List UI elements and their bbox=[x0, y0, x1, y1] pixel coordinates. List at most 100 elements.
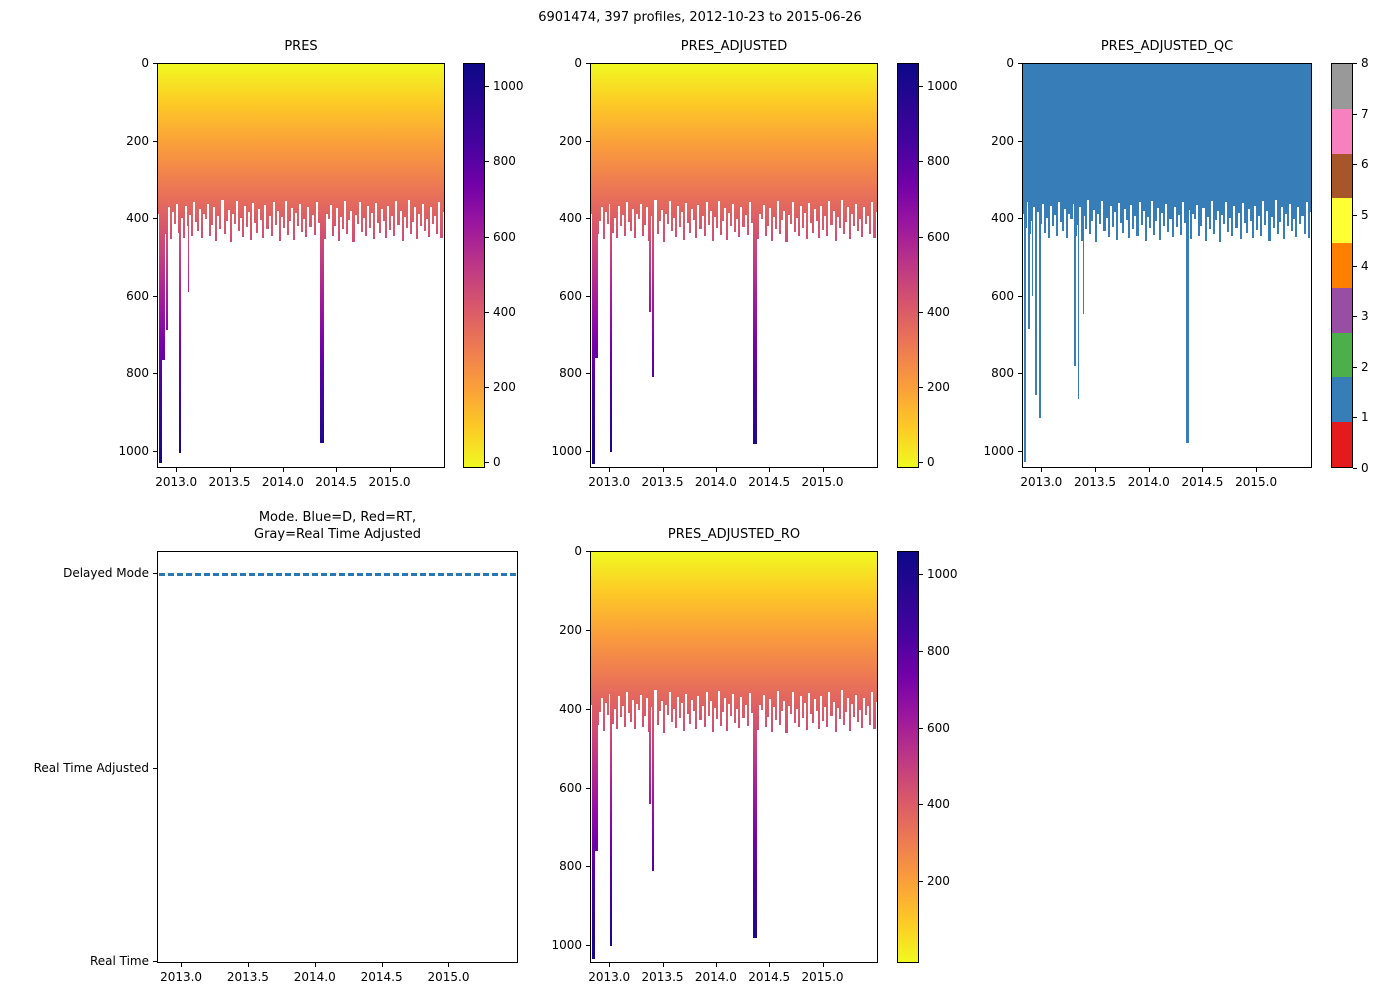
profile-bar bbox=[356, 64, 359, 224]
profile-bar bbox=[368, 64, 371, 228]
profile-bar bbox=[871, 64, 874, 203]
profile-bar bbox=[1084, 64, 1087, 230]
profile-bar bbox=[164, 64, 167, 235]
profile-bar bbox=[818, 552, 821, 729]
qc-colorbar-segment bbox=[1332, 64, 1352, 109]
profile-bar bbox=[168, 64, 171, 208]
profile-bar bbox=[409, 64, 412, 235]
profile-bar bbox=[1175, 64, 1178, 227]
profile-bar bbox=[697, 64, 700, 206]
profile-bar bbox=[828, 64, 831, 202]
profile-bar bbox=[1291, 64, 1294, 231]
deep-profile-spike bbox=[652, 64, 654, 378]
profile-bar bbox=[781, 552, 784, 711]
colorbar-tick-label: 200 bbox=[493, 380, 516, 395]
profile-bar bbox=[1309, 64, 1311, 212]
profile-bar bbox=[705, 552, 708, 693]
profile-bar bbox=[863, 64, 866, 208]
profile-bar bbox=[693, 552, 696, 711]
profile-bar bbox=[252, 64, 255, 204]
x-tick-label: 2014.5 bbox=[1181, 475, 1224, 489]
qc-colorbar-tick-label: 6 bbox=[1361, 157, 1369, 172]
y-tick-label: 400 bbox=[559, 211, 582, 226]
colorbar-tick-mark bbox=[919, 727, 923, 729]
profile-bar bbox=[303, 64, 306, 219]
profile-bar bbox=[1105, 64, 1108, 219]
profile-bar bbox=[685, 552, 688, 694]
profile-bar bbox=[1221, 64, 1224, 216]
y-tick-mark bbox=[586, 629, 590, 631]
profile-bar bbox=[190, 64, 193, 236]
profile-bar bbox=[1132, 64, 1135, 230]
profile-bar bbox=[715, 64, 718, 228]
qc-colorbar-segment bbox=[1332, 377, 1352, 423]
profile-bar bbox=[393, 64, 396, 236]
profile-bar bbox=[597, 64, 600, 235]
colorbar-tick-mark bbox=[919, 311, 923, 313]
profile-bar bbox=[807, 64, 811, 203]
colorbar-tick-label: 200 bbox=[927, 380, 950, 395]
profile-bars-layer bbox=[158, 64, 444, 467]
x-tick-label: 2014.5 bbox=[748, 970, 791, 984]
x-tick-mark bbox=[282, 468, 284, 472]
profile-bar bbox=[1249, 64, 1252, 221]
profile-bar bbox=[627, 552, 630, 713]
x-tick-label: 2013.0 bbox=[588, 475, 631, 489]
profile-bar bbox=[666, 64, 669, 225]
profile-bar bbox=[280, 64, 283, 218]
mode-tick-mark bbox=[153, 572, 157, 574]
profile-bar bbox=[342, 64, 345, 229]
y-tick-mark bbox=[1018, 295, 1022, 297]
x-tick-label: 2014.5 bbox=[360, 970, 403, 984]
profile-bar bbox=[826, 64, 829, 236]
profile-bar bbox=[1157, 64, 1160, 208]
profile-bar bbox=[679, 64, 682, 228]
profile-bar bbox=[374, 64, 378, 203]
profile-bar bbox=[350, 64, 353, 211]
colorbar-tick-label: 400 bbox=[927, 304, 950, 319]
profile-bar bbox=[730, 552, 733, 717]
profile-bar bbox=[638, 552, 641, 710]
profile-bar bbox=[631, 552, 634, 700]
profile-bar bbox=[1099, 64, 1102, 225]
qc-colorbar-tick-mark bbox=[1353, 316, 1357, 318]
profile-bar bbox=[211, 64, 214, 226]
deep-profile-spike bbox=[1077, 64, 1080, 399]
profile-bar bbox=[331, 64, 335, 236]
profile-bar bbox=[689, 64, 692, 234]
y-tick-mark bbox=[1018, 63, 1022, 64]
profile-bar bbox=[426, 64, 429, 220]
profile-bar bbox=[691, 552, 694, 700]
profile-bar bbox=[223, 64, 226, 235]
deep-profile-spike bbox=[1039, 64, 1041, 419]
deep-profile-spike bbox=[1023, 64, 1027, 462]
y-tick-mark bbox=[1018, 218, 1022, 220]
profile-bar bbox=[758, 64, 761, 215]
profile-bar bbox=[623, 64, 626, 236]
y-tick-label: 200 bbox=[559, 133, 582, 148]
profile-bar bbox=[791, 552, 794, 693]
profile-bar bbox=[286, 64, 289, 235]
deep-profile-spike bbox=[753, 552, 758, 939]
x-tick-label: 2013.0 bbox=[588, 970, 631, 984]
profile-bar bbox=[767, 64, 770, 226]
profile-bar bbox=[1043, 64, 1046, 233]
qc-colorbar-tick-mark bbox=[1353, 468, 1357, 469]
profile-bar bbox=[1053, 64, 1056, 216]
profile-bar bbox=[658, 552, 661, 712]
profile-bar bbox=[713, 64, 716, 218]
profile-bar bbox=[1091, 64, 1094, 221]
y-tick-label: 0 bbox=[574, 544, 582, 558]
profile-bar bbox=[625, 64, 628, 202]
profile-bar bbox=[857, 64, 860, 231]
profile-bar bbox=[619, 64, 622, 227]
profile-bar bbox=[246, 64, 249, 228]
colorbar-tick-mark bbox=[919, 236, 923, 238]
profile-bar bbox=[674, 552, 677, 728]
profile-bar bbox=[221, 64, 224, 201]
profile-bar bbox=[1210, 64, 1213, 201]
profile-bar bbox=[397, 64, 400, 226]
colorbar-tick-label: 0 bbox=[927, 455, 935, 470]
profile-bar bbox=[711, 552, 714, 733]
profile-bar bbox=[621, 552, 624, 706]
